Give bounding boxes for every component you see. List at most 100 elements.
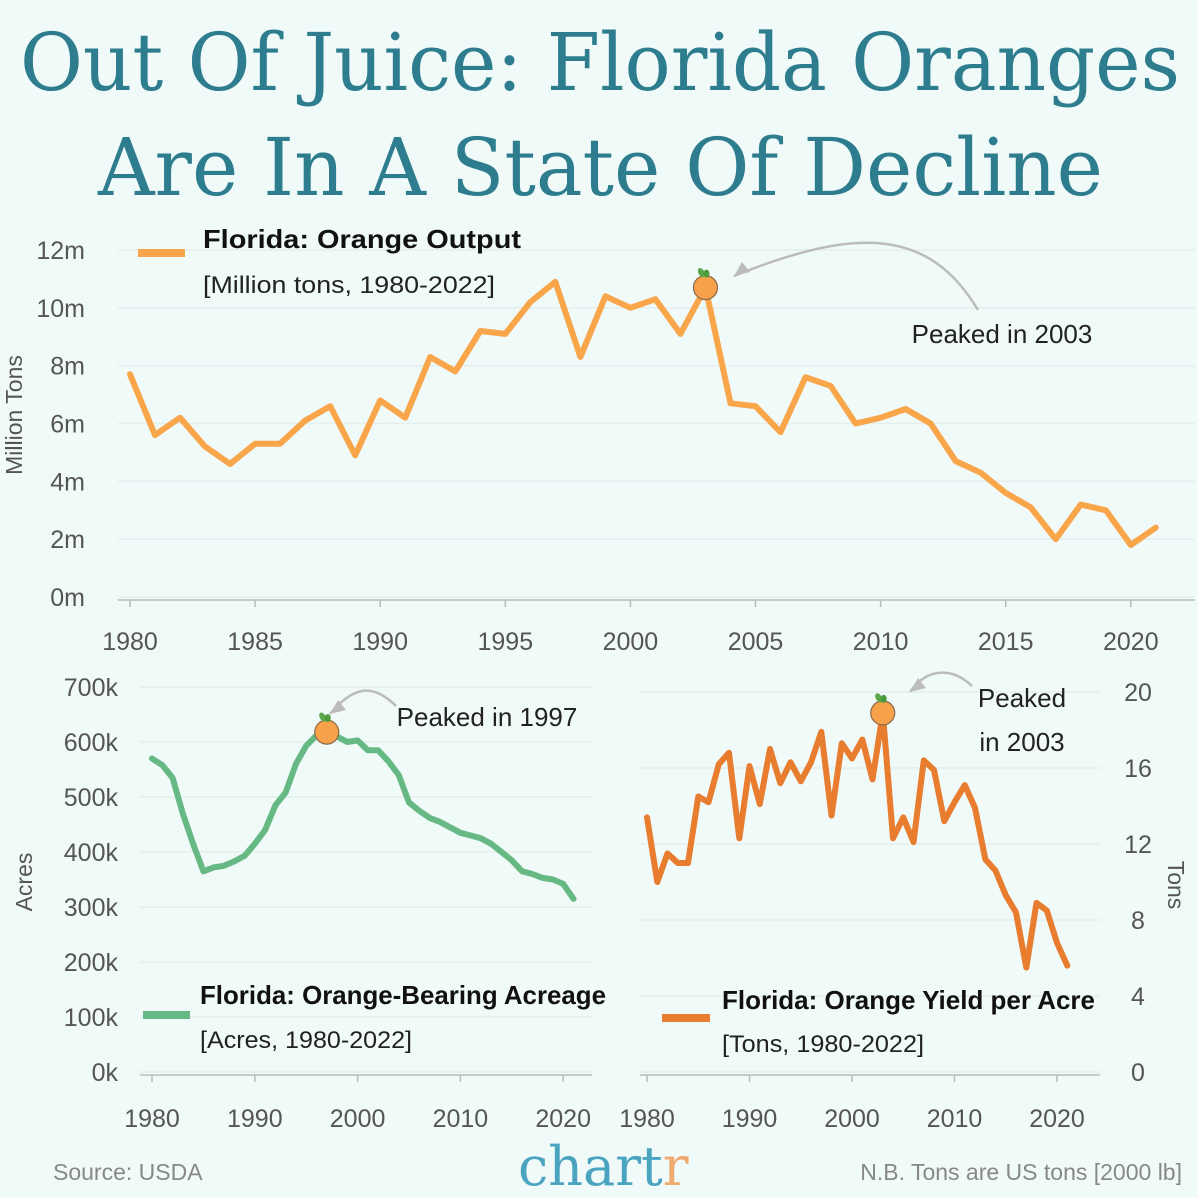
title-line-1: Out Of Juice: Florida Oranges	[20, 16, 1180, 109]
y-tick-label: 500k	[64, 784, 119, 812]
data-point	[396, 772, 402, 778]
data-point	[818, 729, 824, 735]
data-point	[736, 835, 742, 841]
data-point	[344, 739, 350, 745]
data-point	[200, 868, 206, 874]
data-point	[262, 827, 268, 833]
x-tick-label: 2010	[853, 628, 909, 656]
x-tick-label: 2020	[535, 1105, 591, 1133]
data-point	[221, 863, 227, 869]
x-tick-label: 1980	[124, 1105, 180, 1133]
data-point	[602, 293, 608, 299]
data-point	[527, 299, 533, 305]
data-point	[293, 761, 299, 767]
data-point	[540, 875, 546, 881]
y-tick-label: 8m	[50, 353, 85, 381]
data-point	[127, 371, 133, 377]
data-point	[577, 354, 583, 360]
data-point	[277, 441, 283, 447]
x-tick-label: 2020	[1029, 1105, 1085, 1133]
data-point	[931, 767, 937, 773]
data-point	[1044, 908, 1050, 913]
data-point	[753, 403, 758, 409]
data-point	[644, 814, 650, 820]
title-line-2: Are In A State Of Decline	[97, 121, 1103, 214]
orange-marker-icon	[692, 268, 719, 301]
x-tick-label: 2010	[433, 1105, 489, 1133]
data-point	[803, 374, 809, 380]
data-point	[570, 896, 576, 902]
data-point	[1034, 900, 1039, 906]
data-point	[911, 839, 916, 845]
y-tick-label: 12m	[36, 237, 85, 265]
data-point	[202, 444, 208, 450]
data-point	[903, 406, 909, 412]
y-tick-label: 6m	[50, 411, 85, 439]
data-point	[757, 801, 763, 807]
legend-subtitle: [Acres, 1980-2022]	[200, 1027, 412, 1054]
x-tick-label: 2000	[603, 628, 659, 656]
arrowhead-icon	[330, 700, 346, 714]
data-point	[941, 818, 947, 824]
data-point	[272, 802, 278, 808]
data-point	[665, 851, 670, 856]
y-tick-label: 200k	[64, 949, 119, 977]
x-tick-label: 1980	[102, 628, 158, 656]
y-tick-label: 0m	[50, 584, 85, 612]
data-point	[252, 841, 258, 847]
data-point	[385, 758, 391, 764]
y-axis-label: Million Tons	[1, 355, 27, 475]
data-point	[921, 757, 927, 763]
legend-title: Florida: Orange Output	[203, 224, 521, 254]
acreage-chart: 0k 100k 200k 300k 400k 500k 600k 700k 1980 1990 20…	[11, 674, 606, 1133]
data-point	[900, 814, 906, 820]
x-tick-label: 2010	[927, 1105, 983, 1133]
data-point	[859, 737, 865, 742]
y-tick-label: 700k	[64, 674, 119, 702]
peak-annotation-line-1: Peaked	[978, 683, 1066, 713]
data-point	[499, 849, 505, 855]
data-point	[1053, 536, 1059, 542]
data-point	[829, 813, 834, 818]
output-chart: 0m 2m 4m 6m 8m 10m 12m 1980 1985 1990 1995 2000 2005…	[1, 224, 1195, 656]
data-point	[1103, 507, 1109, 513]
data-point	[747, 763, 752, 769]
arrowhead-icon	[734, 262, 750, 276]
data-point	[878, 415, 884, 421]
peak-annotation: Peaked in 1997	[397, 702, 578, 732]
data-point	[252, 441, 258, 447]
y-tick-label: 600k	[64, 729, 119, 757]
data-point	[853, 421, 859, 426]
data-point	[972, 805, 978, 811]
data-point	[457, 830, 463, 836]
data-point	[677, 331, 683, 337]
data-point	[170, 775, 176, 781]
units-note: N.B. Tons are US tons [2000 lb]	[860, 1159, 1182, 1185]
data-point	[352, 452, 358, 458]
data-point	[402, 415, 408, 421]
data-point	[468, 833, 474, 838]
data-point	[727, 400, 733, 406]
series-line	[644, 709, 1071, 971]
data-point	[808, 759, 814, 765]
peak-annotation-line-2: in 2003	[979, 727, 1064, 757]
data-point	[675, 860, 681, 866]
data-point	[1003, 490, 1009, 496]
data-point	[685, 860, 691, 866]
data-point	[1128, 542, 1134, 548]
y-tick-label: 16	[1124, 755, 1152, 783]
x-tick-label: 2005	[728, 628, 784, 656]
y-tick-label: 100k	[64, 1004, 119, 1032]
data-point	[152, 432, 158, 438]
y-tick-label: 300k	[64, 894, 119, 922]
data-point	[849, 756, 855, 761]
orange-marker-icon	[314, 712, 340, 745]
data-point	[227, 461, 233, 467]
data-point	[190, 841, 196, 847]
data-point	[375, 747, 381, 753]
x-tick-label: 1985	[227, 628, 283, 656]
data-point	[652, 296, 658, 302]
data-point	[890, 835, 896, 841]
data-point	[303, 743, 309, 749]
data-point	[437, 819, 443, 825]
